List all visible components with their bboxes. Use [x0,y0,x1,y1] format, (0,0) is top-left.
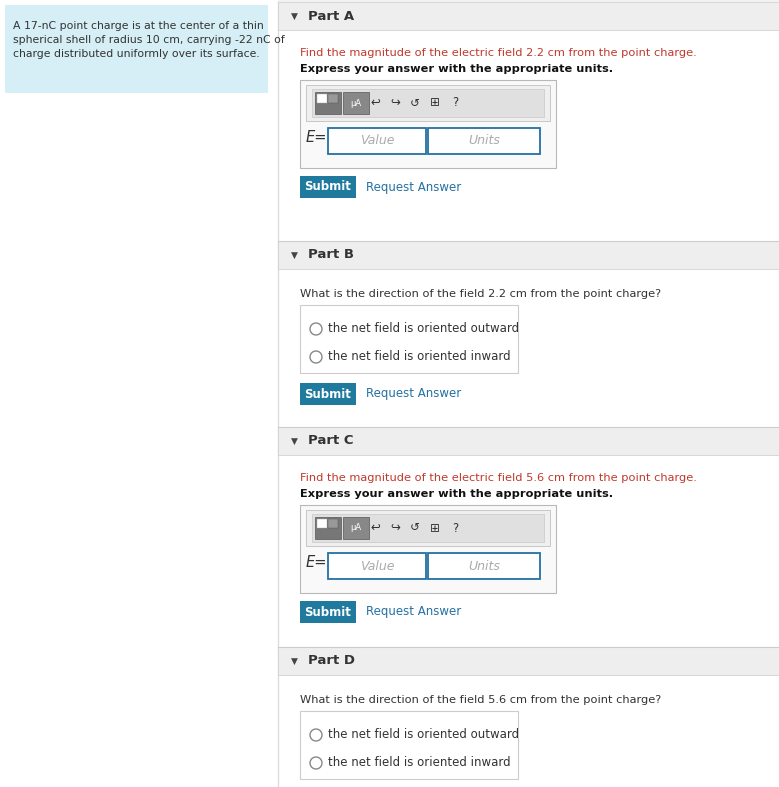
Bar [328,519,338,528]
Text: ⊞: ⊞ [430,522,440,534]
Bar [278,241,779,427]
Bar [278,647,779,787]
Bar [300,711,518,779]
Bar [278,427,779,647]
Bar [278,0,779,2]
Text: Submit: Submit [305,180,351,194]
Text: Express your answer with the appropriate units.: Express your answer with the appropriate… [300,64,613,74]
Bar [315,517,341,539]
Bar [312,89,544,117]
Bar [328,553,426,579]
Bar [5,5,268,93]
Bar [278,455,779,647]
Text: ▼: ▼ [291,437,298,445]
Bar [328,128,426,154]
Text: Find the magnitude of the electric field 5.6 cm from the point charge.: Find the magnitude of the electric field… [300,473,697,483]
Bar [428,553,540,579]
Bar [300,601,356,623]
Bar [278,427,779,455]
Bar [300,80,556,168]
Text: E=: E= [306,555,327,570]
Bar [300,305,518,373]
Text: charge distributed uniformly over its surface.: charge distributed uniformly over its su… [13,49,259,59]
Text: Value: Value [360,135,394,147]
Bar [306,85,550,121]
Text: What is the direction of the field 2.2 cm from the point charge?: What is the direction of the field 2.2 c… [300,289,661,299]
Text: the net field is oriented outward: the net field is oriented outward [328,323,519,335]
Bar [317,94,327,103]
Bar [278,2,779,30]
Text: Find the magnitude of the electric field 2.2 cm from the point charge.: Find the magnitude of the electric field… [300,48,696,58]
Text: ?: ? [452,97,458,109]
Text: Submit: Submit [305,605,351,619]
Bar [328,94,338,103]
Bar [300,176,356,198]
Text: Submit: Submit [305,387,351,401]
Text: Request Answer: Request Answer [366,180,461,194]
Bar [278,675,779,787]
Bar [315,92,341,114]
Bar [312,514,544,542]
Text: E=: E= [306,130,327,145]
Text: the net field is oriented outward: the net field is oriented outward [328,729,519,741]
Text: ↪: ↪ [390,97,400,109]
Text: Part C: Part C [308,434,354,448]
Text: Express your answer with the appropriate units.: Express your answer with the appropriate… [300,489,613,499]
Bar [278,241,779,269]
Text: ↩: ↩ [370,97,380,109]
Text: ▼: ▼ [291,656,298,666]
Text: What is the direction of the field 5.6 cm from the point charge?: What is the direction of the field 5.6 c… [300,695,661,705]
Text: Units: Units [468,560,500,572]
Text: Part D: Part D [308,655,355,667]
Bar [343,517,369,539]
Text: μA: μA [351,98,361,108]
Text: μA: μA [351,523,361,533]
Text: ↺: ↺ [410,522,420,534]
Text: A 17-nC point charge is at the center of a thin: A 17-nC point charge is at the center of… [13,21,264,31]
Text: ▼: ▼ [291,12,298,20]
Bar [306,510,550,546]
Bar [343,92,369,114]
Bar [278,647,779,675]
Text: ?: ? [452,522,458,534]
Text: the net field is oriented inward: the net field is oriented inward [328,756,510,770]
Bar [278,269,779,427]
Bar [278,30,779,243]
Text: ⊞: ⊞ [430,97,440,109]
Text: ↩: ↩ [370,522,380,534]
Text: the net field is oriented inward: the net field is oriented inward [328,350,510,364]
Text: ▼: ▼ [291,250,298,260]
Text: spherical shell of radius 10 cm, carrying -22 nC of: spherical shell of radius 10 cm, carryin… [13,35,285,45]
Text: Units: Units [468,135,500,147]
Text: Value: Value [360,560,394,572]
Text: Request Answer: Request Answer [366,387,461,401]
Bar [300,505,556,593]
Bar [300,383,356,405]
Text: Request Answer: Request Answer [366,605,461,619]
Bar [428,128,540,154]
Text: Part B: Part B [308,249,354,261]
Text: ↺: ↺ [410,97,420,109]
Bar [317,519,327,528]
Text: Part A: Part A [308,9,354,23]
Text: ↪: ↪ [390,522,400,534]
